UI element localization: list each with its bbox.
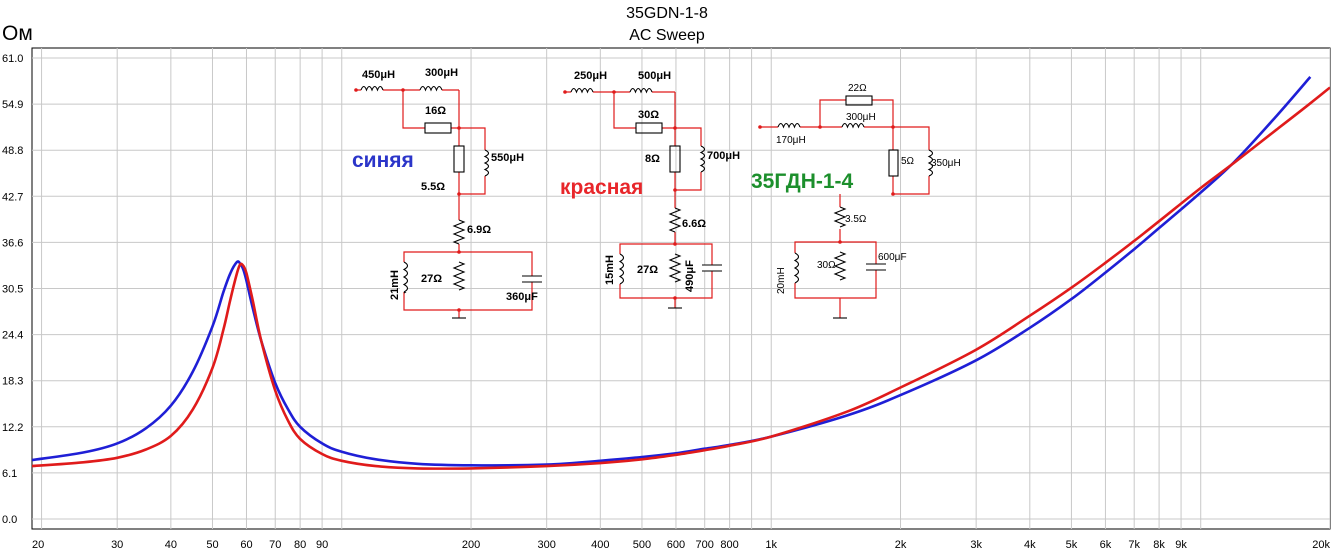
x-tick-label: 60 [240,539,252,551]
y-tick-labels: 0.0 6.1 12.2 18.3 24.4 30.5 36.6 42.7 48.8 54.9 61… [2,53,23,526]
y-tick-label: 61.0 [2,53,23,65]
circuit-blue-value: 16Ω [425,105,446,117]
circuit-red-value: 490μF [684,260,696,292]
x-tick-label: 5k [1066,539,1078,551]
y-axis-label: Ом [2,22,33,45]
circuit-blue-value: 450μH [362,69,395,81]
circuit-green-schematic: 22Ω 170μH 300μH 5Ω 350μH 3.5Ω 20mH 30Ω 6… [758,83,961,319]
green-circuit-label: 35ГДН-1-4 [751,170,854,193]
circuit-green-value: 3.5Ω [845,214,867,225]
circuit-green-value: 300μH [846,112,876,123]
circuit-green-value: 170μH [776,135,806,146]
circuit-red-value: 15mH [604,255,616,285]
x-tick-label: 500 [633,539,651,551]
y-tick-label: 48.8 [2,145,23,157]
chart-subtitle: AC Sweep [629,27,705,44]
x-tick-label: 4k [1024,539,1036,551]
circuit-blue-value: 21mH [389,270,401,300]
circuit-blue-value: 6.9Ω [467,224,491,236]
x-tick-labels: 20 30 40 50 60 70 80 90 200 300 400 500 600 700 800 1k 2… [32,539,1330,551]
x-tick-label: 40 [165,539,177,551]
x-tick-label: 300 [537,539,555,551]
circuit-red-value: 30Ω [638,109,659,121]
circuit-blue-value: 27Ω [421,273,442,285]
circuit-green-value: 600μF [878,252,907,263]
circuit-red-value: 500μH [638,70,671,82]
x-tick-label: 20 [32,539,44,551]
x-tick-label: 3k [970,539,982,551]
x-tick-label: 70 [269,539,281,551]
circuit-red-value: 8Ω [645,153,660,165]
x-tick-label: 50 [206,539,218,551]
circuit-green-value: 30Ω [817,260,836,271]
circuit-blue-value: 300μH [425,67,458,79]
blue-series-label: синяя [352,149,414,172]
circuit-blue-value: 5.5Ω [421,181,445,193]
chart-title: 35GDN-1-8 [626,5,708,22]
series-line-blue [32,76,1312,467]
x-tick-label: 200 [462,539,480,551]
x-tick-label: 2k [895,539,907,551]
y-tick-label: 12.2 [2,422,23,434]
circuit-green-value: 20mH [776,267,787,294]
red-series-label: красная [560,176,643,199]
x-tick-label: 7k [1128,539,1140,551]
y-tick-label: 30.5 [2,284,23,296]
y-tick-label: 24.4 [2,330,23,342]
y-tick-label: 36.6 [2,237,23,249]
grid-lines [32,48,1330,529]
y-tick-label: 0.0 [2,514,17,526]
circuit-red-value: 700μH [707,150,740,162]
y-tick-label: 6.1 [2,468,17,480]
x-tick-label: 6k [1100,539,1112,551]
x-tick-label: 1k [765,539,777,551]
x-tick-label: 8k [1153,539,1165,551]
series-line-red [32,86,1330,470]
y-tick-label: 42.7 [2,191,23,203]
x-tick-label: 90 [316,539,328,551]
y-tick-label: 18.3 [2,376,23,388]
circuit-red-value: 6.6Ω [682,218,706,230]
circuit-green-value: 350μH [931,158,961,169]
x-tick-label: 400 [591,539,609,551]
circuit-red-schematic: 250μH 500μH 30Ω 8Ω 700μH 6.6Ω 15mH 27Ω 4… [563,70,740,309]
circuit-green-value: 5Ω [901,156,915,167]
x-tick-label: 700 [696,539,714,551]
x-tick-label: 600 [667,539,685,551]
x-tick-label: 800 [720,539,738,551]
circuit-green-value: 22Ω [848,83,867,94]
x-tick-label: 80 [294,539,306,551]
circuit-blue-value: 360μF [506,291,538,303]
circuit-blue-value: 550μH [491,152,524,164]
circuit-red-value: 250μH [574,70,607,82]
circuit-red-value: 27Ω [637,264,658,276]
x-tick-label: 30 [111,539,123,551]
circuit-blue-schematic: 450μH 300μH 16Ω 550μH 5.5Ω 6.9Ω 21mH 27Ω… [354,67,542,319]
x-tick-label: 20k [1312,539,1330,551]
series-lines [32,76,1330,470]
x-tick-label: 9k [1175,539,1187,551]
y-tick-label: 54.9 [2,99,23,111]
